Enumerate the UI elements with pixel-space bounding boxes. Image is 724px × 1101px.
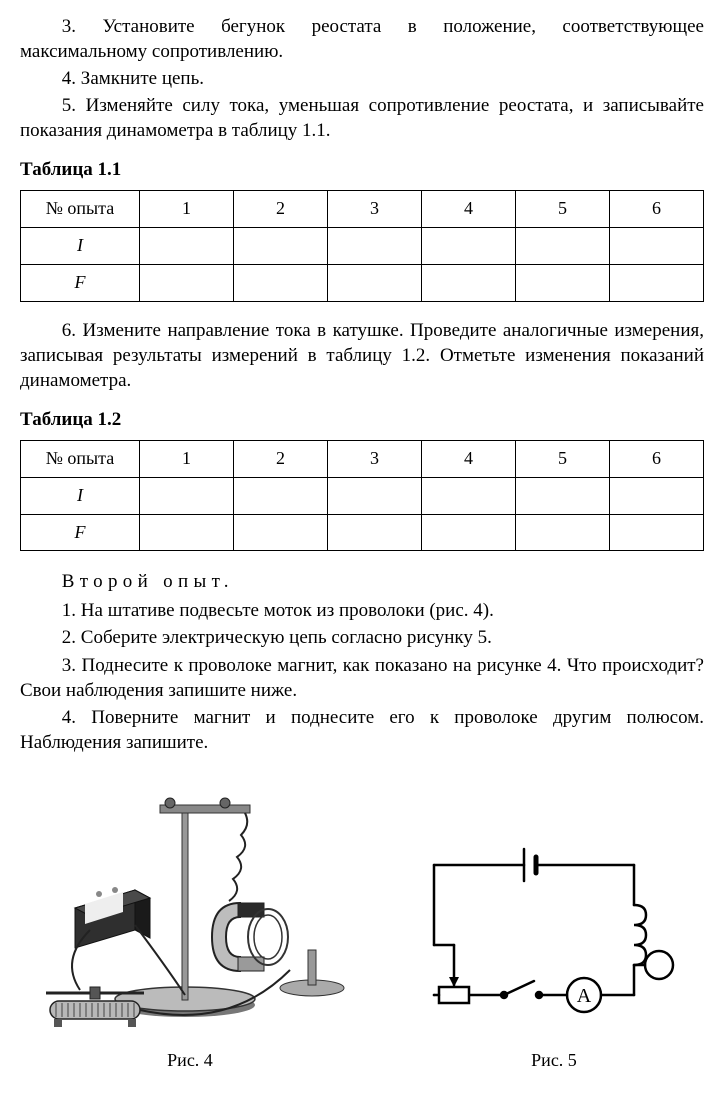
cell — [610, 264, 704, 301]
cell — [328, 264, 422, 301]
step-b4: 4. Поверните магнит и поднесите его к пр… — [20, 705, 704, 755]
fig4-caption: Рис. 4 — [167, 1049, 213, 1073]
table-header-label: № опыта — [21, 441, 140, 478]
step-4: 4. Замкните цепь. — [20, 66, 704, 91]
table-col-4: 4 — [422, 191, 516, 228]
figures-row: Рис. 4 — [20, 775, 704, 1073]
row-label-I: I — [21, 228, 140, 265]
cell — [234, 477, 328, 514]
table-col-1: 1 — [140, 441, 234, 478]
table-col-4: 4 — [422, 441, 516, 478]
cell — [610, 228, 704, 265]
cell — [516, 264, 610, 301]
cell — [422, 228, 516, 265]
cell — [140, 514, 234, 551]
step-b3: 3. Поднесите к проволоке магнит, как пок… — [20, 653, 704, 703]
step-b2: 2. Соберите электрическую цепь согласно … — [20, 625, 704, 650]
figure-4: Рис. 4 — [20, 775, 360, 1073]
table-col-3: 3 — [328, 441, 422, 478]
table-row: I — [21, 477, 704, 514]
table-1-2: № опыта 1 2 3 4 5 6 I F — [20, 440, 704, 551]
table-col-2: 2 — [234, 191, 328, 228]
circuit-schematic-icon: A — [404, 835, 704, 1035]
cell — [516, 514, 610, 551]
table-row: № опыта 1 2 3 4 5 6 — [21, 441, 704, 478]
table2-caption: Таблица 1.2 — [20, 407, 704, 432]
cell — [610, 477, 704, 514]
cell — [140, 477, 234, 514]
cell — [516, 477, 610, 514]
table-col-6: 6 — [610, 191, 704, 228]
cell — [328, 228, 422, 265]
cell — [422, 477, 516, 514]
cell — [234, 514, 328, 551]
row-label-F: F — [21, 514, 140, 551]
table-header-label: № опыта — [21, 191, 140, 228]
row-label-I: I — [21, 477, 140, 514]
figure-5: A Рис. 5 — [404, 835, 704, 1073]
cell — [328, 514, 422, 551]
cell — [610, 514, 704, 551]
table-1-1: № опыта 1 2 3 4 5 6 I F — [20, 190, 704, 301]
table-col-6: 6 — [610, 441, 704, 478]
table-row: № опыта 1 2 3 4 5 6 — [21, 191, 704, 228]
ammeter-label: A — [577, 985, 592, 1007]
step-3: 3. Установите бегунок реостата в положен… — [20, 14, 704, 64]
table-col-5: 5 — [516, 441, 610, 478]
step-6: 6. Измените направление тока в катушке. … — [20, 318, 704, 393]
table-col-5: 5 — [516, 191, 610, 228]
fig5-caption: Рис. 5 — [531, 1049, 577, 1073]
cell — [328, 477, 422, 514]
table-row: F — [21, 514, 704, 551]
cell — [422, 264, 516, 301]
table1-caption: Таблица 1.1 — [20, 157, 704, 182]
step-b1: 1. На штативе подвесьте моток из проволо… — [20, 598, 704, 623]
apparatus-illustration-icon — [20, 775, 360, 1035]
page: 3. Установите бегунок реостата в положен… — [0, 0, 724, 1101]
step-5: 5. Изменяйте силу тока, уменьшая сопроти… — [20, 93, 704, 143]
cell — [140, 228, 234, 265]
table-row: F — [21, 264, 704, 301]
cell — [234, 264, 328, 301]
second-experiment-title: Второй опыт. — [20, 569, 704, 594]
cell — [140, 264, 234, 301]
table-col-1: 1 — [140, 191, 234, 228]
row-label-F: F — [21, 264, 140, 301]
table-col-2: 2 — [234, 441, 328, 478]
table-row: I — [21, 228, 704, 265]
cell — [234, 228, 328, 265]
table-col-3: 3 — [328, 191, 422, 228]
cell — [422, 514, 516, 551]
cell — [516, 228, 610, 265]
